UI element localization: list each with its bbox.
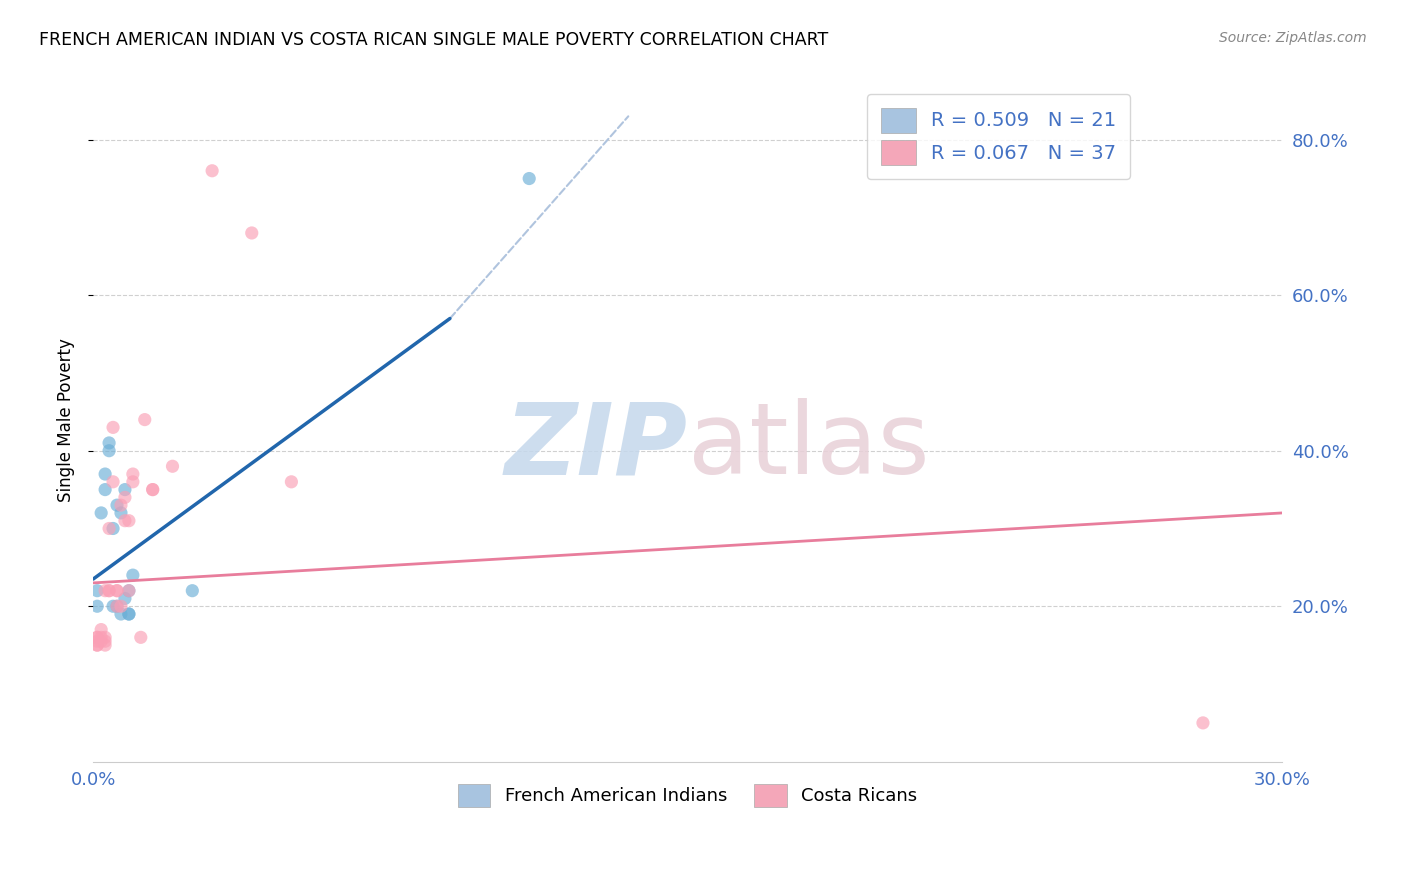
Point	[90, 634, 112, 648]
Point	[94, 631, 117, 645]
Point	[118, 583, 141, 598]
Point	[94, 467, 117, 481]
Point	[101, 475, 124, 489]
Text: Source: ZipAtlas.com: Source: ZipAtlas.com	[1219, 31, 1367, 45]
Point	[90, 631, 112, 645]
Point	[122, 568, 145, 582]
Point	[110, 506, 132, 520]
Point	[86, 631, 108, 645]
Point	[86, 583, 108, 598]
Point	[142, 483, 165, 497]
Point	[122, 475, 145, 489]
Point	[98, 521, 121, 535]
Point	[142, 483, 165, 497]
Point	[110, 498, 132, 512]
Point	[101, 420, 124, 434]
Point	[98, 583, 121, 598]
Point	[86, 638, 108, 652]
Point	[105, 583, 128, 598]
Point	[86, 631, 108, 645]
Point	[105, 498, 128, 512]
Point	[114, 483, 136, 497]
Point	[118, 607, 141, 621]
Point	[94, 483, 117, 497]
Point	[162, 459, 184, 474]
Point	[101, 521, 124, 535]
Point	[86, 638, 108, 652]
Text: atlas: atlas	[688, 399, 929, 495]
Point	[201, 163, 224, 178]
Point	[86, 599, 108, 614]
Point	[94, 638, 117, 652]
Point	[94, 583, 117, 598]
Point	[114, 491, 136, 505]
Point	[86, 634, 108, 648]
Point	[280, 475, 302, 489]
Point	[181, 583, 204, 598]
Point	[105, 583, 128, 598]
Point	[517, 171, 540, 186]
Text: FRENCH AMERICAN INDIAN VS COSTA RICAN SINGLE MALE POVERTY CORRELATION CHART: FRENCH AMERICAN INDIAN VS COSTA RICAN SI…	[39, 31, 828, 49]
Point	[94, 634, 117, 648]
Point	[134, 412, 156, 426]
Point	[98, 443, 121, 458]
Y-axis label: Single Male Poverty: Single Male Poverty	[58, 338, 75, 501]
Point	[110, 599, 132, 614]
Point	[90, 623, 112, 637]
Point	[240, 226, 263, 240]
Point	[1192, 715, 1215, 730]
Text: ZIP: ZIP	[505, 399, 688, 495]
Point	[114, 591, 136, 606]
Point	[110, 607, 132, 621]
Point	[90, 506, 112, 520]
Point	[114, 514, 136, 528]
Point	[129, 631, 152, 645]
Point	[98, 583, 121, 598]
Legend: French American Indians, Costa Ricans: French American Indians, Costa Ricans	[451, 777, 925, 814]
Point	[122, 467, 145, 481]
Point	[105, 599, 128, 614]
Point	[118, 514, 141, 528]
Point	[105, 599, 128, 614]
Point	[98, 436, 121, 450]
Point	[118, 583, 141, 598]
Point	[101, 599, 124, 614]
Point	[118, 607, 141, 621]
